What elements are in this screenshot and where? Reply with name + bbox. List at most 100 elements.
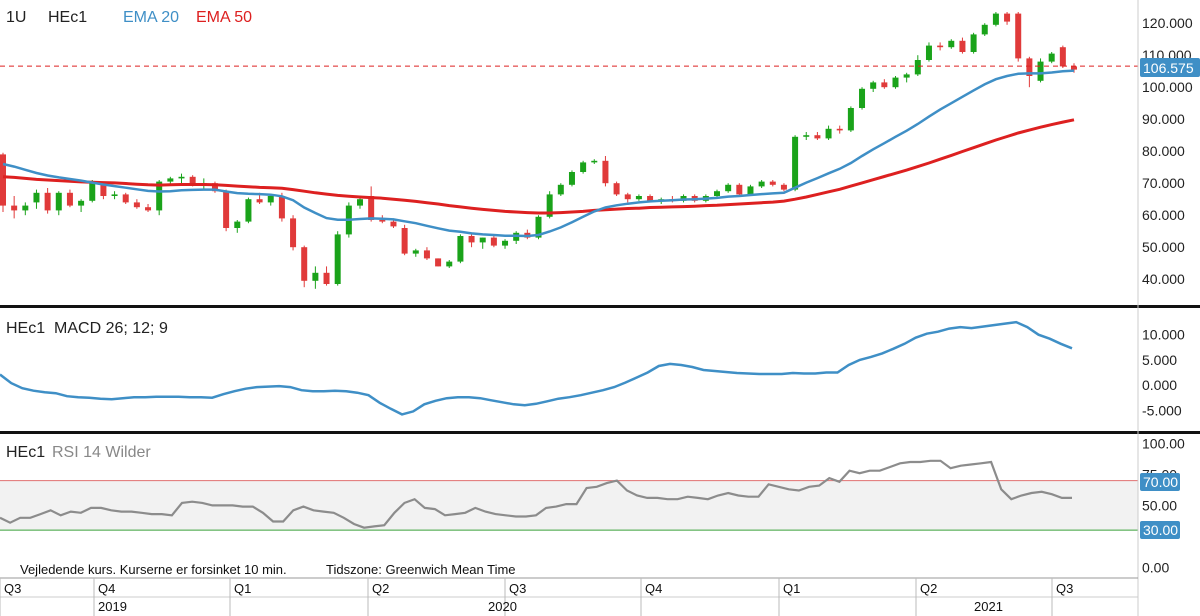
price-axis-tick: 50.000 [1142, 239, 1185, 255]
candle [847, 106, 854, 132]
price-axis-tick: 60.000 [1142, 207, 1185, 223]
candle [122, 192, 129, 204]
candle [981, 23, 988, 36]
candle [513, 231, 520, 244]
divider-macd-rsi [0, 431, 1200, 434]
price-axis-tick: 70.000 [1142, 175, 1185, 191]
candle [1026, 56, 1033, 88]
divider-price-macd [0, 305, 1200, 308]
macd-axis-tick: 10.000 [1142, 327, 1185, 343]
last-price-value: 106.575 [1143, 60, 1194, 76]
candle [502, 239, 509, 249]
price-axis-tick: 40.000 [1142, 271, 1185, 287]
rsi-lower-tag [1140, 521, 1180, 539]
candle [635, 194, 642, 201]
candle [55, 191, 62, 216]
candle [66, 189, 73, 208]
time-axis-label: Q3 [509, 581, 526, 596]
rsi-axis-tick: 0.00 [1142, 559, 1169, 575]
time-axis-label: Q2 [920, 581, 937, 596]
timezone-text: Tidszone: Greenwich Mean Time [326, 562, 516, 577]
time-axis-label: Q3 [4, 581, 21, 596]
candle [758, 180, 765, 188]
rsi-upper-value: 70.00 [1143, 474, 1178, 490]
candle [881, 79, 888, 89]
candle [412, 248, 419, 257]
candle [290, 215, 297, 251]
candle [33, 189, 40, 209]
candle [1048, 52, 1055, 64]
rsi-lower-value: 30.00 [1143, 522, 1178, 538]
candle [914, 55, 921, 76]
rsi-line [0, 459, 1072, 529]
candle [736, 183, 743, 196]
candle [490, 234, 497, 248]
candle [0, 152, 6, 212]
candle [457, 234, 464, 264]
candle [1015, 12, 1022, 62]
rsi-title-symbol: HEc1 [6, 444, 45, 461]
time-axis-label: Q1 [783, 581, 800, 596]
candle [301, 245, 308, 288]
candle [568, 170, 575, 187]
candle [245, 197, 252, 224]
period-label: 1U [6, 9, 26, 26]
candle [903, 72, 910, 83]
candle [803, 132, 810, 140]
candle [1037, 58, 1044, 83]
candle [133, 199, 140, 209]
candle [959, 37, 966, 54]
time-axis-label: Q4 [98, 581, 115, 596]
candle [22, 202, 29, 216]
candle [602, 156, 609, 187]
rsi-axis-tick: 50.00 [1142, 497, 1177, 513]
year-axis-label: 2020 [488, 599, 517, 614]
candle [613, 181, 620, 196]
price-axis-tick: 100.000 [1142, 79, 1193, 95]
candle [859, 87, 866, 110]
last-price-tag [1140, 58, 1200, 77]
candle [814, 132, 821, 140]
candle [223, 189, 230, 232]
disclaimer-text: Vejledende kurs. Kurserne er forsinket 1… [20, 562, 287, 577]
macd-line [0, 320, 1073, 416]
candle [401, 224, 408, 256]
candle [423, 247, 430, 260]
candle [178, 173, 185, 184]
candle [892, 76, 899, 89]
year-axis-label: 2021 [974, 599, 1003, 614]
rsi-title-indicator: RSI 14 Wilder [52, 444, 151, 461]
candle [948, 39, 955, 49]
candle [44, 188, 51, 214]
candle [468, 232, 475, 248]
time-axis-label: Q3 [1056, 581, 1073, 596]
symbol-label: HEc1 [48, 9, 87, 26]
candle [970, 32, 977, 54]
time-axis-label: Q4 [645, 581, 662, 596]
macd-axis-tick: -5.000 [1142, 402, 1182, 418]
candle [323, 266, 330, 286]
candle [368, 186, 375, 222]
candle [267, 194, 274, 206]
candle [1059, 45, 1066, 68]
candle [557, 183, 564, 196]
macd-axis-tick: 0.000 [1142, 377, 1177, 393]
candle [1004, 12, 1011, 25]
candle [836, 125, 843, 134]
candle [334, 231, 341, 286]
candle [591, 159, 598, 164]
price-axis-tick: 90.000 [1142, 111, 1185, 127]
candle [870, 80, 877, 92]
candle [937, 42, 944, 51]
candle [624, 192, 631, 203]
candle [446, 260, 453, 268]
candle [524, 229, 531, 240]
ema50-legend: EMA 50 [196, 9, 252, 26]
time-axis-label: Q2 [372, 581, 389, 596]
candle [825, 125, 832, 140]
candle [725, 183, 732, 193]
candle [714, 189, 720, 198]
candle [312, 266, 319, 289]
rsi-band-fill [0, 480, 1138, 531]
time-axis-label: Q1 [234, 581, 251, 596]
